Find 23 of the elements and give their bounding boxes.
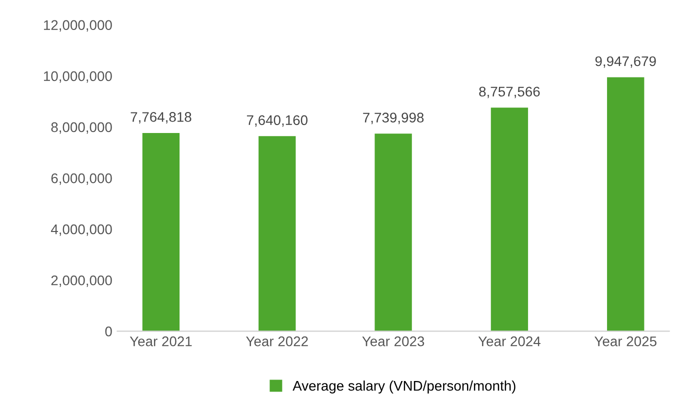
- y-tick-label: 6,000,000: [51, 173, 112, 185]
- x-tick-label: Year 2022: [246, 336, 308, 346]
- y-tick-label: 4,000,000: [50, 224, 112, 236]
- x-tick-label: Year 2024: [478, 336, 540, 346]
- x-tick-label: Year 2021: [130, 336, 192, 346]
- bar: [607, 77, 644, 332]
- text: 8,757,566: [479, 86, 540, 98]
- y-tick-label: 12,000,000: [44, 20, 112, 32]
- x-tick-label: Year 2023: [362, 336, 424, 346]
- text: 7,739,998: [363, 112, 424, 124]
- legend-label: Average salary (VND/person/month): [292, 380, 516, 394]
- y-tick-label: 0: [105, 326, 112, 336]
- text: 7,764,818: [130, 112, 192, 124]
- bar: [142, 132, 180, 332]
- bar: [374, 134, 412, 332]
- text: 9,947,679: [595, 56, 656, 68]
- x-tick-label: Year 2025: [594, 336, 656, 346]
- bar: [490, 108, 528, 332]
- y-tick-label: 10,000,000: [44, 71, 112, 83]
- text: 7,640,160: [246, 115, 308, 127]
- bar: [258, 136, 296, 332]
- y-tick-label: 8,000,000: [51, 122, 112, 134]
- y-tick-label: 2,000,000: [51, 275, 112, 287]
